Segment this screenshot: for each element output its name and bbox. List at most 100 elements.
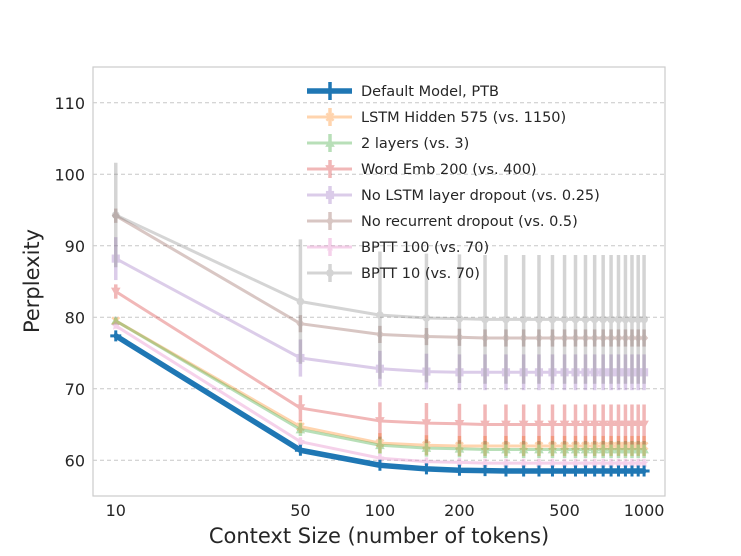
series-2 [110,316,649,459]
data-point-marker [325,242,335,251]
data-point-marker [295,404,306,413]
series-line [114,324,645,465]
data-point-marker [110,316,121,325]
data-point-marker [454,457,465,467]
data-point-marker [375,329,385,340]
series-line [114,290,645,426]
data-point-marker [480,333,490,343]
data-point-marker [422,367,431,376]
data-point-marker [455,332,464,343]
data-point-marker [480,420,490,430]
series-line [115,214,645,340]
data-point-marker [634,368,643,377]
data-point-marker [560,315,569,324]
y-tick-label: 80 [65,308,85,327]
data-point-marker [639,420,649,430]
data-point-marker [502,315,510,324]
x-tick-label: 500 [549,501,580,520]
series-line [115,213,645,321]
legend-item: Word Emb 200 (vs. 400) [307,160,537,178]
data-point-marker [559,465,571,477]
legend-label: Default Model, PTB [361,84,499,100]
data-point-marker [571,315,580,324]
data-point-marker [590,368,599,377]
data-point-marker [606,420,616,430]
data-point-marker [621,315,630,324]
data-point-marker [325,216,335,226]
data-point-marker [519,315,528,324]
data-point-marker [548,441,557,451]
y-tick-label: 60 [65,451,85,470]
data-point-marker [590,441,600,451]
data-point-marker [620,441,630,451]
data-point-marker [295,422,305,432]
data-point-marker [455,314,464,323]
data-point-marker [110,287,121,297]
data-point-marker [640,315,648,324]
data-point-marker [640,333,649,343]
data-point-marker [480,368,490,377]
legend-swatch [307,186,352,204]
data-point-marker [599,333,608,343]
data-point-marker [570,420,581,430]
data-point-marker [111,254,120,263]
data-point-marker [606,441,616,451]
legend-label: No recurrent dropout (vs. 0.5) [361,214,578,230]
data-point-marker [640,368,649,377]
legend-swatch [307,238,352,256]
x-tick-label: 200 [444,501,475,520]
data-point-marker [421,456,432,466]
series-line [115,257,645,374]
data-point-marker [621,333,630,343]
data-point-marker [639,458,649,467]
data-point-marker [325,138,335,147]
data-point-marker [607,368,616,377]
data-point-marker [324,85,336,97]
x-tick-label: 100 [365,501,396,520]
data-point-marker [501,333,511,343]
data-point-marker [374,459,386,471]
axis-tick-labels: 60 70 80 90 100 110 10 50 100 200 500 1000 [54,94,664,520]
data-point-marker [422,314,431,322]
data-point-marker [480,458,490,467]
legend-item: BPTT 100 (vs. 70) [307,238,489,256]
data-point-marker [534,441,544,451]
data-point-marker [421,440,431,450]
data-point-marker [613,420,624,430]
data-point-marker [581,368,590,377]
data-point-marker [326,269,334,277]
plot-frame [92,66,666,497]
data-point-marker [546,465,558,477]
series-6 [111,321,649,468]
data-point-marker [479,465,491,477]
data-point-marker [633,441,643,451]
data-point-marker [376,311,384,319]
data-point-marker [480,441,490,451]
legend-swatch [307,134,352,152]
data-point-marker [571,441,580,451]
data-point-marker [589,420,600,430]
data-point-marker [421,443,432,452]
data-point-marker [598,444,608,454]
data-point-marker [581,441,590,451]
data-point-marker [613,444,624,454]
data-point-marker [579,465,591,477]
data-point-marker [639,444,649,454]
data-point-marker [375,417,385,426]
data-point-marker [534,458,544,467]
legend-item: Default Model, PTB [307,82,499,100]
series-7 [111,162,648,384]
data-point-marker [296,318,305,329]
legend-swatch [307,264,352,282]
data-point-marker [614,368,623,377]
series-5 [111,208,649,347]
legend-label: BPTT 10 (vs. 70) [361,266,480,282]
y-tick-label: 70 [65,380,85,399]
data-point-marker [325,190,335,200]
data-point-marker [634,315,643,324]
data-point-marker [580,458,591,467]
data-point-marker [627,420,637,430]
data-point-marker [590,315,599,324]
data-point-marker [569,465,581,477]
